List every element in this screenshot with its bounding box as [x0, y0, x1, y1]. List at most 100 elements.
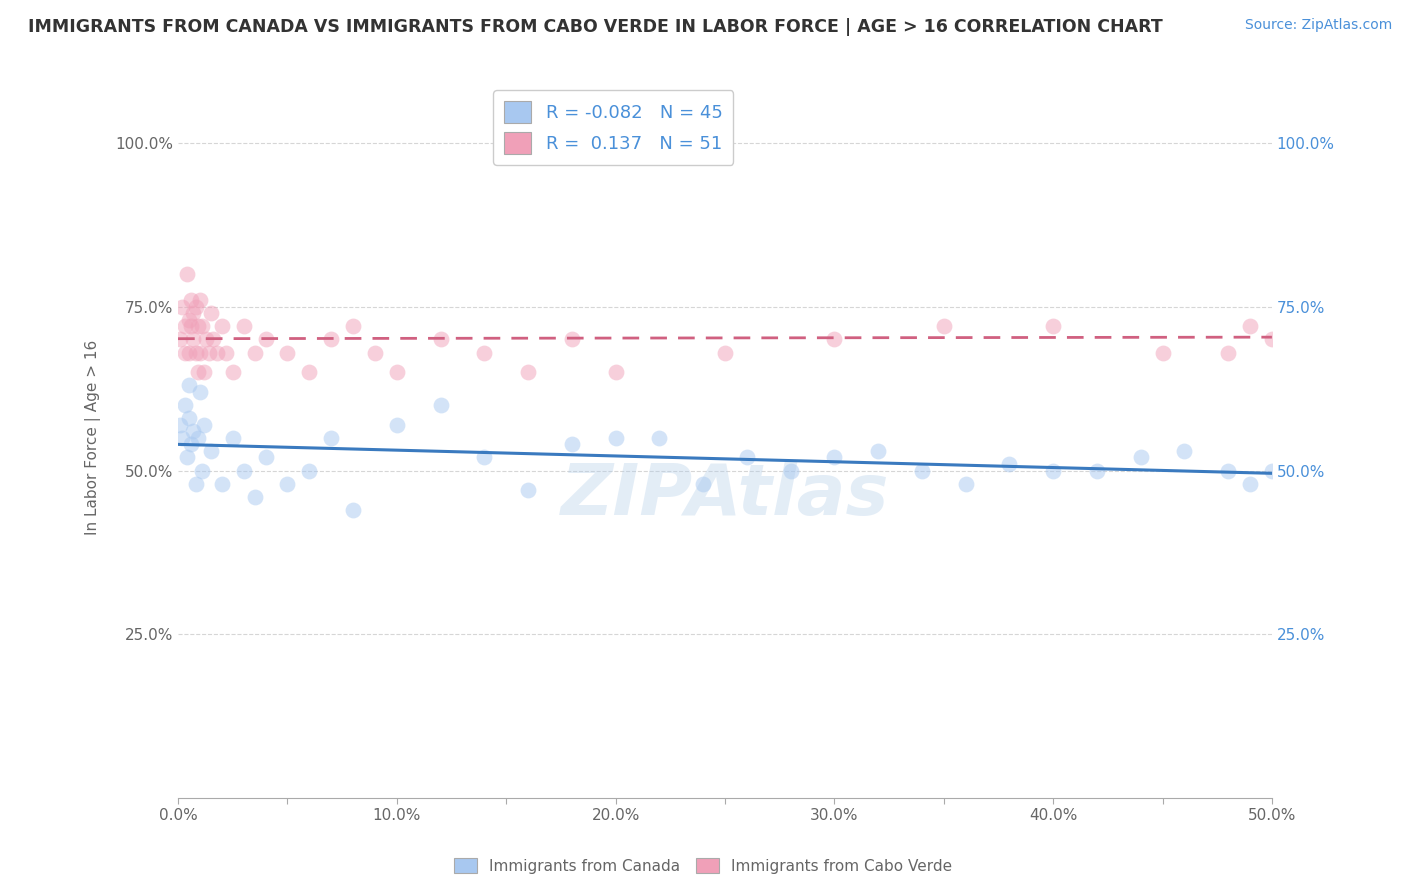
Point: [193, 417, 215, 432]
Point: [561, 333, 583, 347]
Point: [1152, 345, 1174, 359]
Point: [429, 398, 451, 412]
Point: [472, 345, 495, 359]
Point: [169, 333, 191, 347]
Point: [1239, 476, 1261, 491]
Point: [342, 319, 364, 334]
Point: [779, 463, 801, 477]
Point: [1085, 463, 1108, 477]
Point: [1261, 333, 1284, 347]
Point: [714, 345, 737, 359]
Point: [180, 293, 202, 308]
Point: [243, 345, 266, 359]
Point: [177, 345, 200, 359]
Point: [276, 476, 298, 491]
Point: [176, 450, 198, 465]
Point: [932, 319, 955, 334]
Point: [200, 306, 222, 320]
Point: [1239, 319, 1261, 334]
Point: [173, 319, 195, 334]
Point: [195, 333, 218, 347]
Point: [911, 463, 934, 477]
Point: [211, 476, 233, 491]
Point: [364, 345, 387, 359]
Point: [1218, 463, 1240, 477]
Point: [823, 450, 845, 465]
Point: [321, 431, 343, 445]
Point: [1271, 306, 1294, 320]
Point: [692, 476, 714, 491]
Point: [254, 450, 277, 465]
Point: [173, 398, 195, 412]
Point: [955, 476, 977, 491]
Point: [298, 463, 321, 477]
Text: Source: ZipAtlas.com: Source: ZipAtlas.com: [1244, 18, 1392, 32]
Point: [188, 293, 211, 308]
Y-axis label: In Labor Force | Age > 16: In Labor Force | Age > 16: [86, 340, 101, 535]
Point: [191, 463, 214, 477]
Point: [1042, 319, 1064, 334]
Point: [183, 306, 205, 320]
Point: [1218, 345, 1240, 359]
Point: [188, 384, 211, 399]
Point: [1042, 463, 1064, 477]
Point: [207, 345, 229, 359]
Point: [605, 365, 627, 379]
Point: [429, 333, 451, 347]
Point: [1129, 450, 1152, 465]
Point: [172, 431, 194, 445]
Point: [197, 345, 219, 359]
Point: [222, 431, 245, 445]
Point: [183, 424, 205, 438]
Point: [1173, 443, 1195, 458]
Point: [517, 365, 540, 379]
Point: [180, 319, 202, 334]
Point: [823, 333, 845, 347]
Point: [184, 476, 207, 491]
Point: [183, 333, 205, 347]
Point: [232, 463, 254, 477]
Point: [321, 333, 343, 347]
Point: [243, 490, 266, 504]
Point: [211, 319, 233, 334]
Point: [173, 345, 195, 359]
Point: [177, 378, 200, 392]
Point: [868, 443, 890, 458]
Point: [1282, 300, 1305, 314]
Legend: Immigrants from Canada, Immigrants from Cabo Verde: Immigrants from Canada, Immigrants from …: [449, 852, 957, 880]
Point: [191, 319, 214, 334]
Point: [202, 333, 225, 347]
Point: [254, 333, 277, 347]
Point: [517, 483, 540, 498]
Point: [998, 457, 1021, 471]
Point: [385, 365, 408, 379]
Point: [215, 345, 238, 359]
Point: [222, 365, 245, 379]
Point: [605, 431, 627, 445]
Point: [177, 313, 200, 327]
Text: ZIPAtlas: ZIPAtlas: [561, 461, 889, 530]
Point: [177, 411, 200, 425]
Point: [184, 345, 207, 359]
Point: [561, 437, 583, 451]
Text: IMMIGRANTS FROM CANADA VS IMMIGRANTS FROM CABO VERDE IN LABOR FORCE | AGE > 16 C: IMMIGRANTS FROM CANADA VS IMMIGRANTS FRO…: [28, 18, 1163, 36]
Point: [200, 443, 222, 458]
Point: [232, 319, 254, 334]
Point: [187, 431, 209, 445]
Point: [1261, 463, 1284, 477]
Point: [648, 431, 671, 445]
Point: [298, 365, 321, 379]
Point: [385, 417, 408, 432]
Point: [276, 345, 298, 359]
Point: [184, 300, 207, 314]
Point: [169, 417, 191, 432]
Point: [342, 503, 364, 517]
Point: [188, 345, 211, 359]
Point: [172, 300, 194, 314]
Point: [735, 450, 758, 465]
Legend: R = -0.082   N = 45, R =  0.137   N = 51: R = -0.082 N = 45, R = 0.137 N = 51: [494, 90, 734, 165]
Point: [187, 319, 209, 334]
Point: [180, 437, 202, 451]
Point: [176, 267, 198, 281]
Point: [472, 450, 495, 465]
